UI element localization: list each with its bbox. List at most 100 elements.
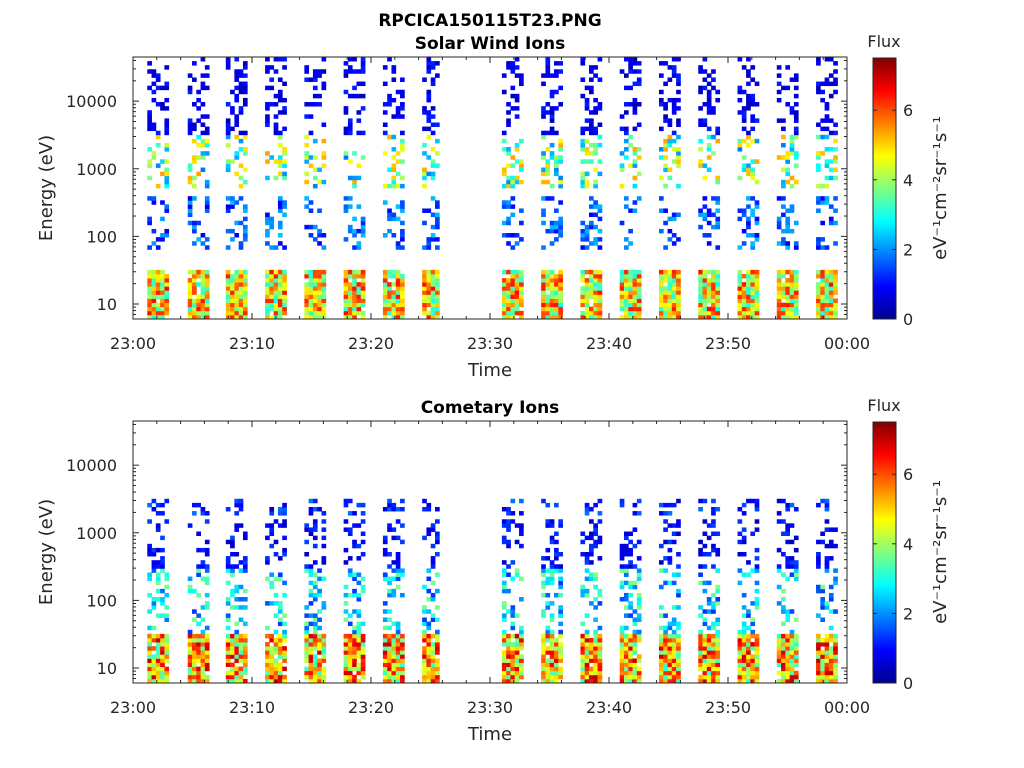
heatmap-cell <box>833 576 838 582</box>
heatmap-cell <box>391 167 397 173</box>
heatmap-cell <box>558 228 563 234</box>
heatmap-cell <box>321 163 327 168</box>
heatmap-cell <box>435 310 440 316</box>
heatmap-cell <box>356 502 362 508</box>
heatmap-cell <box>746 278 751 283</box>
heatmap-cell <box>387 290 392 295</box>
heatmap-cell <box>584 678 590 684</box>
heatmap-cell <box>541 613 546 618</box>
heatmap-cell <box>304 179 310 185</box>
heatmap-cell <box>304 224 310 230</box>
heatmap-cell <box>387 208 392 213</box>
heatmap-cell <box>273 576 279 582</box>
heatmap-cell <box>584 171 590 177</box>
heatmap-cell <box>192 269 197 275</box>
heatmap-cell <box>750 212 756 218</box>
heatmap-cell <box>632 106 638 111</box>
heatmap-cell <box>395 646 401 651</box>
heatmap-cell <box>391 179 397 185</box>
heatmap-cell <box>667 666 673 672</box>
heatmap-cell <box>151 637 157 643</box>
heatmap-cell <box>671 159 677 164</box>
heatmap-cell <box>192 228 197 234</box>
heatmap-cell <box>347 196 353 201</box>
heatmap-cell <box>828 118 834 123</box>
heatmap-cell <box>234 584 240 590</box>
heatmap-cell <box>658 637 664 643</box>
heatmap-cell <box>200 617 206 622</box>
heatmap-cell <box>706 662 712 668</box>
heatmap-cell <box>395 506 401 512</box>
heatmap-cell <box>317 69 322 74</box>
heatmap-cell <box>204 568 210 573</box>
heatmap-cell <box>400 506 405 512</box>
heatmap-cell <box>155 269 161 275</box>
heatmap-cell <box>317 282 322 287</box>
heatmap-cell <box>789 286 795 291</box>
heatmap-cell <box>242 224 248 230</box>
heatmap-cell <box>619 306 625 312</box>
heatmap-cell <box>387 592 392 598</box>
heatmap-cell <box>308 282 314 287</box>
heatmap-cell <box>164 233 170 238</box>
heatmap-cell <box>204 552 210 557</box>
heatmap-cell <box>658 662 664 668</box>
heatmap-cell <box>824 196 830 201</box>
heatmap-cell <box>242 605 248 610</box>
heatmap-cell <box>549 118 555 123</box>
heatmap-cell <box>671 523 677 528</box>
heatmap-cell <box>343 601 349 606</box>
heatmap-cell <box>737 552 743 557</box>
heatmap-cell <box>833 633 838 639</box>
heatmap-cell <box>317 568 322 573</box>
heatmap-cell <box>400 200 405 205</box>
heatmap-cell <box>658 310 664 316</box>
heatmap-cell <box>623 110 629 115</box>
heatmap-cell <box>304 637 310 643</box>
heatmap-cell <box>715 650 721 655</box>
heatmap-cell <box>391 535 397 541</box>
heatmap-cell <box>225 617 231 622</box>
heatmap-cell <box>558 523 563 528</box>
heatmap-cell <box>230 302 235 308</box>
heatmap-cell <box>597 662 603 668</box>
heatmap-cell <box>356 556 362 561</box>
heatmap-cell <box>391 97 397 103</box>
heatmap-cell <box>545 196 551 201</box>
heatmap-cell <box>658 650 664 655</box>
heatmap-cell <box>501 637 507 643</box>
heatmap-cell <box>269 527 275 532</box>
heatmap-cell <box>824 102 830 107</box>
heatmap-cell <box>347 118 353 123</box>
heatmap-cell <box>715 294 721 299</box>
heatmap-cell <box>204 580 210 586</box>
heatmap-cell <box>360 584 366 590</box>
heatmap-cell <box>702 122 708 127</box>
heatmap-cell <box>663 314 668 320</box>
heatmap-cell <box>501 560 507 565</box>
heatmap-cell <box>789 539 795 545</box>
heatmap-cell <box>750 93 756 99</box>
heatmap-cell <box>698 666 703 672</box>
heatmap-cell <box>698 646 703 651</box>
heatmap-cell <box>282 159 287 164</box>
heatmap-cell <box>833 282 838 287</box>
heatmap-cell <box>706 102 712 107</box>
heatmap-cell <box>269 654 275 659</box>
heatmap-cell <box>356 572 362 577</box>
heatmap-cell <box>514 241 520 246</box>
heatmap-cell <box>501 539 507 545</box>
cometary-x-label: Time <box>467 724 512 745</box>
heatmap-cell <box>391 306 397 312</box>
heatmap-cell <box>597 57 603 62</box>
heatmap-cell <box>430 564 436 569</box>
heatmap-cell <box>273 310 279 316</box>
cometary-panel: Cometary Ions 23:00 23:10 23:20 23:30 23:40 2… <box>36 398 870 745</box>
heatmap-cell <box>584 658 590 663</box>
heatmap-cell <box>155 674 161 680</box>
heatmap-cell <box>164 498 170 504</box>
heatmap-cell <box>715 670 721 676</box>
heatmap-cell <box>754 674 760 680</box>
heatmap-cell <box>706 654 712 659</box>
heatmap-cell <box>619 543 625 549</box>
